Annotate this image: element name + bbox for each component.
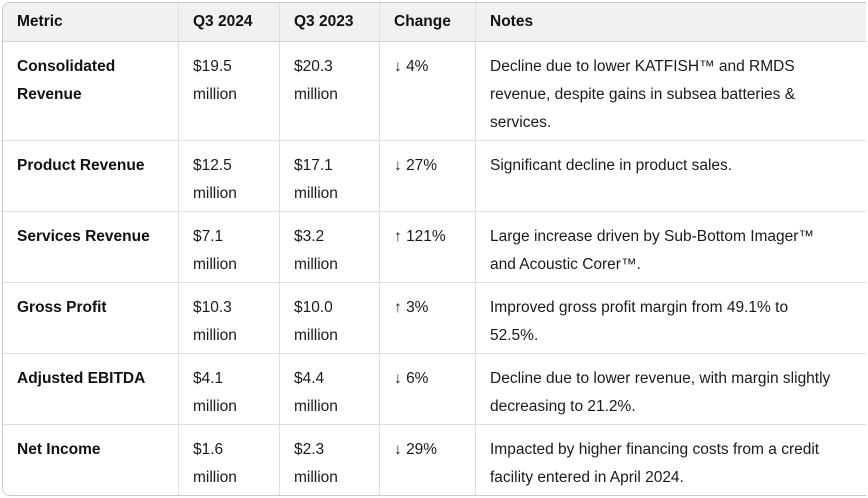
change-cell: ↓ 4%	[379, 42, 475, 141]
q3-2023-cell: $3.2 million	[279, 212, 379, 283]
down-arrow-icon: ↓	[394, 370, 402, 387]
note-line: Decline due to lower KATFISH™ and RMDS	[490, 58, 795, 75]
change-value: 3%	[406, 299, 429, 316]
note-line: Improved gross profit margin from 49.1% …	[490, 299, 789, 316]
change-value: 4%	[406, 58, 429, 75]
note-line: Decline due to lower revenue, with margi…	[490, 370, 831, 387]
notes-cell: Impacted by higher financing costs from …	[475, 425, 866, 495]
metric-cell: Net Income	[3, 425, 178, 495]
notes-cell: Decline due to lower KATFISH™ and RMDS r…	[475, 42, 866, 141]
change-cell: ↓ 6%	[379, 354, 475, 425]
q3-2023-cell: $10.0 million	[279, 283, 379, 354]
metric-cell: Gross Profit	[3, 283, 178, 354]
change-cell: ↑ 3%	[379, 283, 475, 354]
up-arrow-icon: ↑	[394, 299, 402, 316]
change-cell: ↑ 121%	[379, 212, 475, 283]
note-line: revenue, despite gains in subsea batteri…	[490, 86, 796, 103]
q3-2024-cell: $12.5 million	[178, 141, 279, 212]
change-cell: ↓ 29%	[379, 425, 475, 495]
table-row: Consolidated Revenue $19.5 million $20.3…	[3, 42, 866, 141]
column-header-q3-2024: Q3 2024	[178, 3, 279, 42]
table-row: Adjusted EBITDA $4.1 million $4.4 millio…	[3, 354, 866, 425]
notes-cell: Decline due to lower revenue, with margi…	[475, 354, 866, 425]
notes-cell: Improved gross profit margin from 49.1% …	[475, 283, 866, 354]
change-value: 121%	[406, 228, 446, 245]
table-row: Services Revenue $7.1 million $3.2 milli…	[3, 212, 866, 283]
q3-2023-cell: $4.4 million	[279, 354, 379, 425]
column-header-change: Change	[379, 3, 475, 42]
up-arrow-icon: ↑	[394, 228, 402, 245]
note-line: and Acoustic Corer™.	[490, 256, 641, 273]
q3-2024-cell: $7.1 million	[178, 212, 279, 283]
column-header-q3-2023: Q3 2023	[279, 3, 379, 42]
financial-metrics-table: Metric Q3 2024 Q3 2023 Change Notes Cons…	[3, 3, 866, 495]
q3-2024-cell: $10.3 million	[178, 283, 279, 354]
notes-cell: Significant decline in product sales.	[475, 141, 866, 212]
change-value: 29%	[406, 441, 438, 458]
metric-cell: Product Revenue	[3, 141, 178, 212]
header-row: Metric Q3 2024 Q3 2023 Change Notes	[3, 3, 866, 42]
down-arrow-icon: ↓	[394, 157, 402, 174]
column-header-notes: Notes	[475, 3, 866, 42]
q3-2024-cell: $19.5 million	[178, 42, 279, 141]
metric-cell: Consolidated Revenue	[3, 42, 178, 141]
note-line: Significant decline in product sales.	[490, 157, 733, 174]
down-arrow-icon: ↓	[394, 441, 402, 458]
column-header-metric: Metric	[3, 3, 178, 42]
q3-2023-cell: $17.1 million	[279, 141, 379, 212]
note-line: decreasing to 21.2%.	[490, 398, 636, 415]
metric-cell: Services Revenue	[3, 212, 178, 283]
table-row: Gross Profit $10.3 million $10.0 million…	[3, 283, 866, 354]
change-value: 6%	[406, 370, 429, 387]
q3-2024-cell: $1.6 million	[178, 425, 279, 495]
table-row: Net Income $1.6 million $2.3 million ↓ 2…	[3, 425, 866, 495]
note-line: Large increase driven by Sub-Bottom Imag…	[490, 228, 814, 245]
note-line: services.	[490, 114, 552, 131]
table-row: Product Revenue $12.5 million $17.1 mill…	[3, 141, 866, 212]
q3-2023-cell: $20.3 million	[279, 42, 379, 141]
note-line: Impacted by higher financing costs from …	[490, 441, 820, 458]
q3-2024-cell: $4.1 million	[178, 354, 279, 425]
change-cell: ↓ 27%	[379, 141, 475, 212]
metric-cell: Adjusted EBITDA	[3, 354, 178, 425]
down-arrow-icon: ↓	[394, 58, 402, 75]
note-line: facility entered in April 2024.	[490, 469, 684, 486]
note-line: 52.5%.	[490, 327, 539, 344]
q3-2023-cell: $2.3 million	[279, 425, 379, 495]
notes-cell: Large increase driven by Sub-Bottom Imag…	[475, 212, 866, 283]
change-value: 27%	[406, 157, 438, 174]
